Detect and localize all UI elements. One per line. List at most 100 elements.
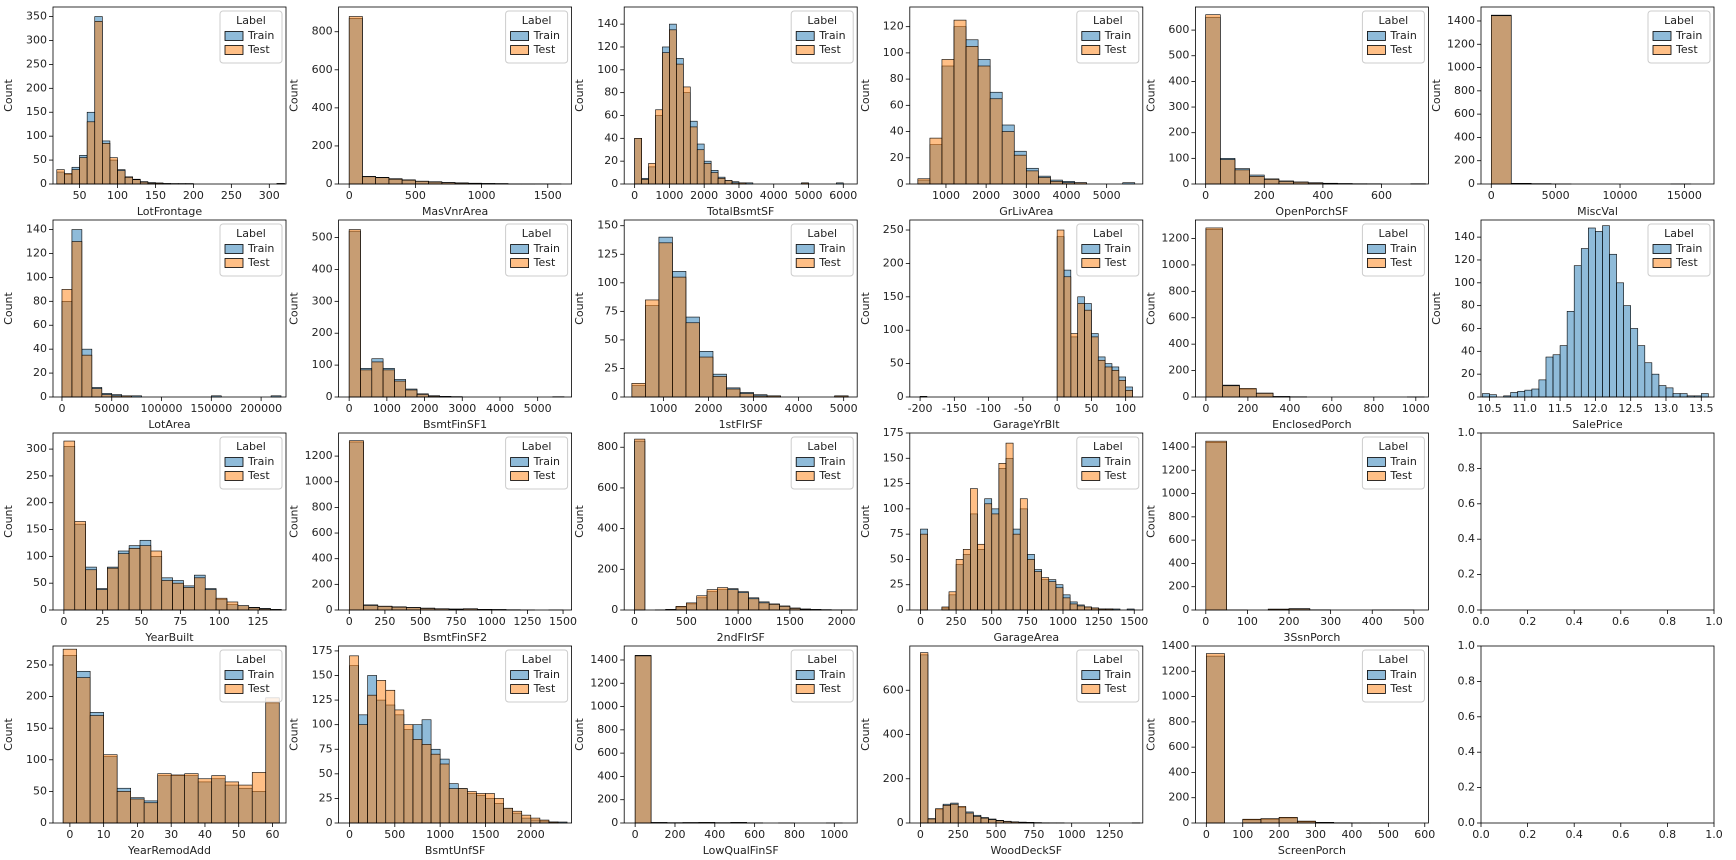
y-tick-label: 1200 (1161, 463, 1189, 476)
legend-title: Label (522, 227, 552, 240)
x-tick-label: 0 (1202, 402, 1209, 415)
histogram-bar (973, 816, 982, 824)
y-tick-label: 100 (883, 502, 904, 515)
y-tick-label: 50 (890, 552, 904, 565)
histogram-bar (1545, 356, 1554, 398)
histogram-bar (81, 354, 93, 398)
legend-label: Test (1675, 256, 1698, 269)
y-axis-label: Count (1430, 78, 1443, 111)
y-tick-label: 600 (1168, 23, 1189, 36)
histogram-bar (79, 157, 88, 185)
y-tick-label: 150 (883, 290, 904, 303)
y-tick-label: 125 (312, 693, 333, 706)
histogram-bar (950, 803, 959, 824)
histogram-bar (394, 709, 405, 824)
x-tick-label: 1000 (932, 189, 960, 202)
x-axis-label: YearBuilt (144, 631, 194, 644)
histogram-bar (117, 170, 126, 185)
histogram-bar (977, 65, 991, 185)
y-tick-label: 175 (883, 426, 904, 439)
histogram-bar (696, 595, 708, 611)
histogram-bar (655, 109, 663, 185)
legend-label: Train (247, 242, 274, 255)
histogram-bar (634, 138, 642, 185)
y-tick-label: 600 (312, 526, 333, 539)
histogram-bar (1097, 359, 1106, 398)
y-tick-label: 50 (604, 333, 618, 346)
histogram-bar (367, 694, 377, 824)
y-tick-label: 400 (597, 769, 618, 782)
x-tick-label: 5000 (1093, 189, 1121, 202)
x-tick-label: 1.0 (1705, 615, 1723, 628)
legend-label: Test (533, 256, 556, 269)
legend-label: Train (1104, 668, 1131, 681)
histogram-bar (1001, 131, 1015, 185)
y-tick-label: 0 (40, 177, 47, 190)
histogram-bar (1041, 577, 1050, 611)
x-tick-label: 400 (1279, 402, 1300, 415)
legend-title: Label (236, 653, 266, 666)
legend-swatch (795, 244, 815, 254)
axes-frame (52, 219, 287, 398)
x-axis-label: LotFrontage (137, 205, 203, 218)
histogram-bar (439, 763, 450, 824)
histogram-bar (116, 791, 131, 824)
histogram-bar (530, 817, 541, 824)
x-tick-label: 1500 (1120, 615, 1148, 628)
legend-label: Train (533, 668, 560, 681)
y-tick-label: 150 (26, 105, 47, 118)
legend-swatch (224, 45, 244, 55)
legend-label: Test (247, 256, 270, 269)
histogram-bar (699, 356, 714, 398)
histogram-bar (421, 744, 432, 824)
histogram-bar (89, 715, 104, 824)
x-axis-label: GrLivArea (999, 205, 1053, 218)
x-tick-label: 100 (1237, 615, 1258, 628)
y-tick-label: 0 (897, 177, 904, 190)
y-tick-label: 300 (1168, 100, 1189, 113)
x-tick-label: 1000 (1058, 828, 1086, 841)
y-tick-label: 350 (26, 10, 47, 23)
y-tick-label: 600 (597, 746, 618, 759)
y-tick-label: 400 (312, 101, 333, 114)
y-axis-label: Count (859, 717, 872, 750)
x-tick-label: 0.6 (1612, 615, 1630, 628)
histogram-bar (211, 775, 226, 824)
y-tick-label: 400 (1454, 130, 1475, 143)
x-tick-label: 1000 (649, 402, 677, 415)
y-tick-label: 200 (883, 256, 904, 269)
histogram-bar (1559, 345, 1568, 398)
y-tick-label: 0.0 (1458, 603, 1476, 616)
x-tick-label: 5000 (524, 402, 552, 415)
x-tick-label: 400 (1312, 189, 1333, 202)
histogram-bar (712, 376, 727, 398)
y-tick-label: 40 (33, 342, 47, 355)
histogram-bar (61, 289, 73, 398)
histogram-bar (448, 788, 459, 824)
x-tick-label: 1250 (513, 615, 541, 628)
y-tick-label: 75 (604, 304, 618, 317)
x-tick-label: 2000 (517, 828, 545, 841)
y-tick-label: 0.6 (1458, 710, 1476, 723)
y-tick-label: 400 (1168, 74, 1189, 87)
histogram-bar (348, 16, 363, 185)
y-tick-label: 100 (597, 63, 618, 76)
histogram-bar (779, 606, 791, 611)
histogram-bar (184, 773, 199, 824)
y-tick-label: 0 (326, 177, 333, 190)
histogram-bar (124, 177, 133, 185)
histogram-bar (965, 812, 974, 824)
legend-swatch (795, 457, 815, 467)
histogram-bar (385, 689, 396, 824)
legend-label: Test (247, 469, 270, 482)
legend-title: Label (1664, 14, 1694, 27)
y-tick-label: 100 (1454, 276, 1475, 289)
y-tick-label: 100 (1168, 151, 1189, 164)
x-tick-label: 0 (917, 828, 924, 841)
histogram-bar (948, 591, 957, 611)
